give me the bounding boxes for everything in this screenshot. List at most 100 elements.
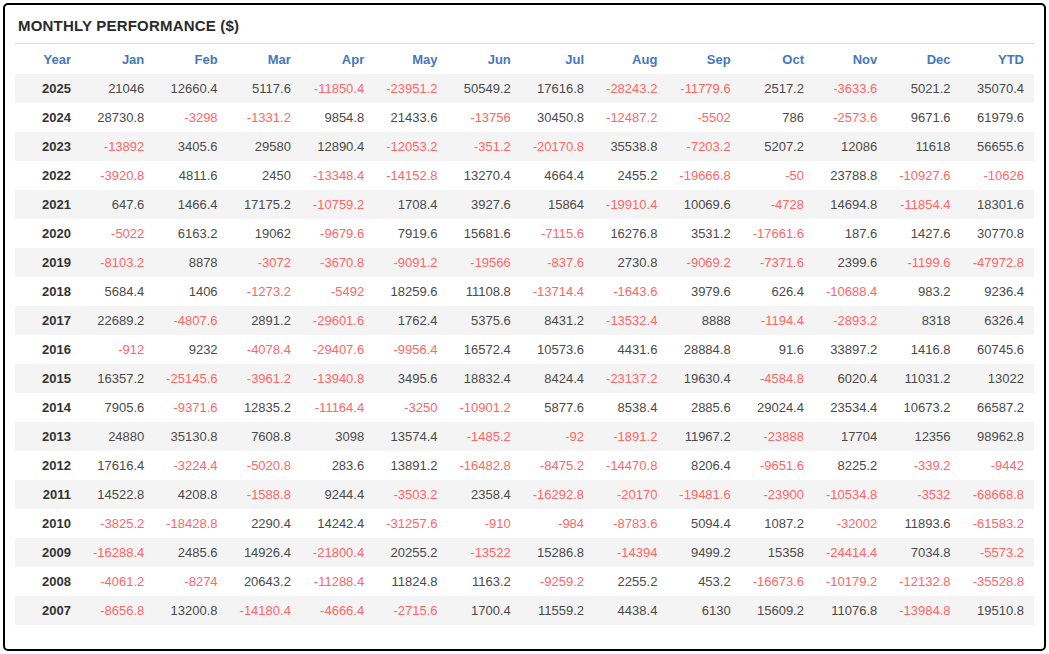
column-header-mar: Mar: [228, 45, 301, 74]
value-cell: 11031.2: [887, 364, 960, 393]
value-cell: -5502: [667, 103, 740, 132]
value-cell: 28884.8: [667, 335, 740, 364]
value-cell: -10688.4: [814, 277, 887, 306]
year-cell: 2019: [15, 248, 81, 277]
value-cell: 8888: [667, 306, 740, 335]
value-cell: -4078.4: [228, 335, 301, 364]
value-cell: -7115.6: [521, 219, 594, 248]
value-cell: -1194.4: [741, 306, 814, 335]
value-cell: -3920.8: [81, 161, 154, 190]
value-cell: 29580: [228, 132, 301, 161]
value-cell: 1700.4: [447, 596, 520, 625]
value-cell: 35538.8: [594, 132, 667, 161]
value-cell: 21433.6: [374, 103, 447, 132]
column-header-jun: Jun: [447, 45, 520, 74]
value-cell: -3503.2: [374, 480, 447, 509]
value-cell: 11559.2: [521, 596, 594, 625]
value-cell: 10573.6: [521, 335, 594, 364]
value-cell: -5022: [81, 219, 154, 248]
value-cell: -16288.4: [81, 538, 154, 567]
value-cell: 56655.6: [961, 132, 1034, 161]
value-cell: 11108.8: [447, 277, 520, 306]
year-cell: 2021: [15, 190, 81, 219]
value-cell: 28730.8: [81, 103, 154, 132]
value-cell: 2358.4: [447, 480, 520, 509]
table-row: 2010-3825.2-18428.82290.414242.4-31257.6…: [15, 509, 1034, 538]
value-cell: -16292.8: [521, 480, 594, 509]
value-cell: -4061.2: [81, 567, 154, 596]
value-cell: -3825.2: [81, 509, 154, 538]
value-cell: -24414.4: [814, 538, 887, 567]
value-cell: 19062: [228, 219, 301, 248]
value-cell: 2255.2: [594, 567, 667, 596]
value-cell: -13532.4: [594, 306, 667, 335]
value-cell: -23137.2: [594, 364, 667, 393]
value-cell: 2290.4: [228, 509, 301, 538]
column-header-may: May: [374, 45, 447, 74]
value-cell: -1331.2: [228, 103, 301, 132]
value-cell: -1273.2: [228, 277, 301, 306]
value-cell: 5117.6: [228, 74, 301, 103]
value-cell: 4811.6: [154, 161, 227, 190]
value-cell: -10626: [961, 161, 1034, 190]
year-cell: 2009: [15, 538, 81, 567]
value-cell: -11288.4: [301, 567, 374, 596]
year-cell: 2025: [15, 74, 81, 103]
value-cell: -1891.2: [594, 422, 667, 451]
value-cell: 3531.2: [667, 219, 740, 248]
value-cell: 1427.6: [887, 219, 960, 248]
value-cell: 29024.4: [741, 393, 814, 422]
value-cell: -3224.4: [154, 451, 227, 480]
value-cell: -9651.6: [741, 451, 814, 480]
value-cell: -23900: [741, 480, 814, 509]
value-cell: 17175.2: [228, 190, 301, 219]
value-cell: 4431.6: [594, 335, 667, 364]
value-cell: -47972.8: [961, 248, 1034, 277]
value-cell: -2893.2: [814, 306, 887, 335]
value-cell: -339.2: [887, 451, 960, 480]
value-cell: -1588.8: [228, 480, 301, 509]
value-cell: 15358: [741, 538, 814, 567]
year-cell: 2014: [15, 393, 81, 422]
value-cell: 9236.4: [961, 277, 1034, 306]
value-cell: 14926.4: [228, 538, 301, 567]
value-cell: -31257.6: [374, 509, 447, 538]
value-cell: 33897.2: [814, 335, 887, 364]
value-cell: 11824.8: [374, 567, 447, 596]
year-cell: 2015: [15, 364, 81, 393]
value-cell: 8318: [887, 306, 960, 335]
value-cell: 9232: [154, 335, 227, 364]
value-cell: 11618: [887, 132, 960, 161]
year-cell: 2010: [15, 509, 81, 538]
value-cell: 4438.4: [594, 596, 667, 625]
value-cell: 8206.4: [667, 451, 740, 480]
value-cell: -10534.8: [814, 480, 887, 509]
value-cell: 15681.6: [447, 219, 520, 248]
value-cell: -7203.2: [667, 132, 740, 161]
column-header-feb: Feb: [154, 45, 227, 74]
value-cell: -9679.6: [301, 219, 374, 248]
value-cell: 5021.2: [887, 74, 960, 103]
value-cell: 91.6: [741, 335, 814, 364]
value-cell: -35528.8: [961, 567, 1034, 596]
value-cell: 8538.4: [594, 393, 667, 422]
value-cell: -3532: [887, 480, 960, 509]
value-cell: 3927.6: [447, 190, 520, 219]
value-cell: -8656.8: [81, 596, 154, 625]
value-cell: -10179.2: [814, 567, 887, 596]
value-cell: -13756: [447, 103, 520, 132]
value-cell: 21046: [81, 74, 154, 103]
year-cell: 2018: [15, 277, 81, 306]
value-cell: -23951.2: [374, 74, 447, 103]
value-cell: 15609.2: [741, 596, 814, 625]
column-header-aug: Aug: [594, 45, 667, 74]
value-cell: -9091.2: [374, 248, 447, 277]
value-cell: 9499.2: [667, 538, 740, 567]
value-cell: 453.2: [667, 567, 740, 596]
year-cell: 2023: [15, 132, 81, 161]
table-row: 201217616.4-3224.4-5020.8283.613891.2-16…: [15, 451, 1034, 480]
value-cell: 16276.8: [594, 219, 667, 248]
column-header-year: Year: [15, 45, 81, 74]
value-cell: 13891.2: [374, 451, 447, 480]
value-cell: 1163.2: [447, 567, 520, 596]
